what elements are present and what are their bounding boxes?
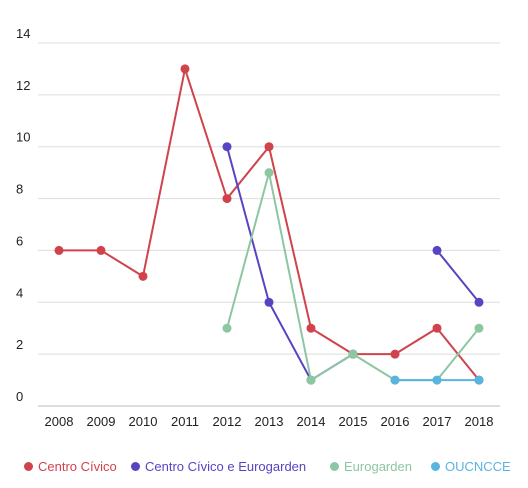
data-point[interactable] — [474, 375, 484, 385]
legend-marker-icon — [330, 462, 339, 471]
y-tick-label: 14 — [16, 26, 30, 41]
data-point[interactable] — [390, 375, 400, 385]
series-line — [59, 67, 480, 381]
x-tick-label: 2012 — [213, 414, 242, 429]
data-point[interactable] — [264, 297, 274, 307]
y-tick-label: 6 — [16, 233, 23, 248]
legend-label: Centro Cívico — [38, 459, 117, 474]
data-point[interactable] — [348, 349, 358, 359]
y-tick-label: 2 — [16, 337, 23, 352]
data-point[interactable] — [432, 375, 442, 385]
x-tick-label: 2013 — [255, 414, 284, 429]
y-tick-label: 10 — [16, 130, 30, 145]
legend-marker-icon — [431, 462, 440, 471]
data-point[interactable] — [180, 64, 190, 74]
y-axis-tick-labels: 0 2 4 6 8 10 12 14 — [16, 26, 30, 404]
legend-item[interactable]: Eurogarden — [330, 459, 412, 474]
data-point[interactable] — [306, 323, 316, 333]
y-tick-label: 0 — [16, 389, 23, 404]
x-tick-label: 2008 — [45, 414, 74, 429]
data-point[interactable] — [54, 245, 64, 255]
legend-label: Centro Cívico e Eurogarden — [145, 459, 307, 474]
data-point[interactable] — [474, 297, 484, 307]
legend-label: OUCNCCE — [445, 459, 511, 474]
series-line — [226, 146, 480, 382]
x-tick-label: 2017 — [423, 414, 452, 429]
data-point[interactable] — [432, 245, 442, 255]
data-point[interactable] — [306, 375, 316, 385]
x-tick-label: 2010 — [129, 414, 158, 429]
line-chart: 0 2 4 6 8 10 12 14 2008 2009 2010 2011 2012 2013 2014… — [16, 26, 500, 429]
data-point[interactable] — [264, 142, 274, 152]
data-point[interactable] — [138, 271, 148, 281]
legend-marker-icon — [131, 462, 140, 471]
x-axis-tick-labels: 2008 2009 2010 2011 2012 2013 2014 2015 2016 2017… — [45, 414, 494, 429]
x-tick-label: 2014 — [297, 414, 326, 429]
series-oucncce — [390, 375, 484, 385]
data-point[interactable] — [432, 323, 442, 333]
x-tick-label: 2016 — [381, 414, 410, 429]
y-tick-label: 8 — [16, 182, 23, 197]
data-point[interactable] — [474, 323, 484, 333]
x-tick-label: 2009 — [87, 414, 116, 429]
x-tick-label: 2015 — [339, 414, 368, 429]
data-point[interactable] — [222, 142, 232, 152]
x-tick-label: 2018 — [465, 414, 494, 429]
legend-item[interactable]: Centro Cívico e Eurogarden — [131, 459, 306, 474]
data-point[interactable] — [390, 349, 400, 359]
legend: Centro Cívico Centro Cívico e Eurogarden E… — [0, 455, 528, 479]
legend-item[interactable]: Centro Cívico — [24, 459, 117, 474]
legend-label: Eurogarden — [344, 459, 412, 474]
legend-item[interactable]: OUCNCCE — [431, 459, 511, 474]
series-centro-c-vico-e-eurogarden — [222, 142, 484, 385]
series-line — [226, 171, 480, 382]
x-tick-label: 2011 — [171, 414, 199, 429]
series-lines — [54, 64, 484, 385]
y-tick-label: 4 — [16, 285, 23, 300]
legend-marker-icon — [24, 462, 33, 471]
y-tick-label: 12 — [16, 78, 30, 93]
data-point[interactable] — [264, 168, 274, 178]
data-point[interactable] — [222, 194, 232, 204]
gridlines — [38, 42, 500, 407]
data-point[interactable] — [222, 323, 232, 333]
series-centro-c-vico — [54, 64, 484, 385]
data-point[interactable] — [96, 245, 106, 255]
